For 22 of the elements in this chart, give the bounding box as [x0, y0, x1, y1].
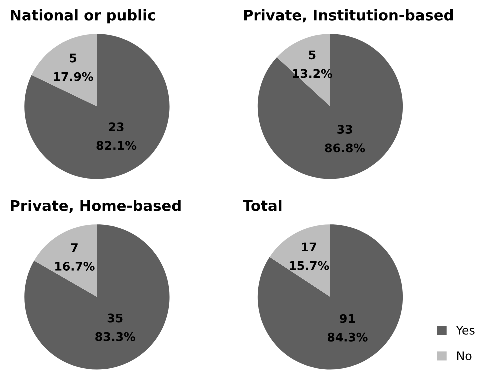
data-label: 23 82.1%: [96, 122, 137, 150]
data-label: 5 13.2%: [293, 50, 333, 78]
data-label: 17 15.7%: [290, 242, 330, 270]
pie-slice: [277, 34, 330, 107]
pie-slice: [24, 34, 170, 180]
pie-slice: [32, 34, 98, 107]
pie-slice: [258, 34, 404, 180]
pie-slice: [24, 224, 170, 370]
data-label: 91 84.3%: [328, 314, 368, 342]
chart-title: Total: [243, 200, 282, 212]
pie-slice: [270, 224, 330, 298]
chart-title: Private, Home-based: [11, 200, 181, 214]
chart-title: Private, Institution-based: [244, 10, 454, 23]
data-label: 35 83.3%: [96, 314, 136, 342]
legend-label: Yes: [456, 326, 475, 335]
chart-title: National or public: [11, 10, 156, 24]
legend-label: No: [457, 352, 472, 360]
pie-slice: [258, 224, 404, 370]
data-label: 33 86.8%: [325, 125, 366, 153]
data-label: 7 16.7%: [56, 244, 95, 271]
pie-slice: [34, 224, 98, 298]
data-label: 5 17.9%: [54, 54, 94, 82]
